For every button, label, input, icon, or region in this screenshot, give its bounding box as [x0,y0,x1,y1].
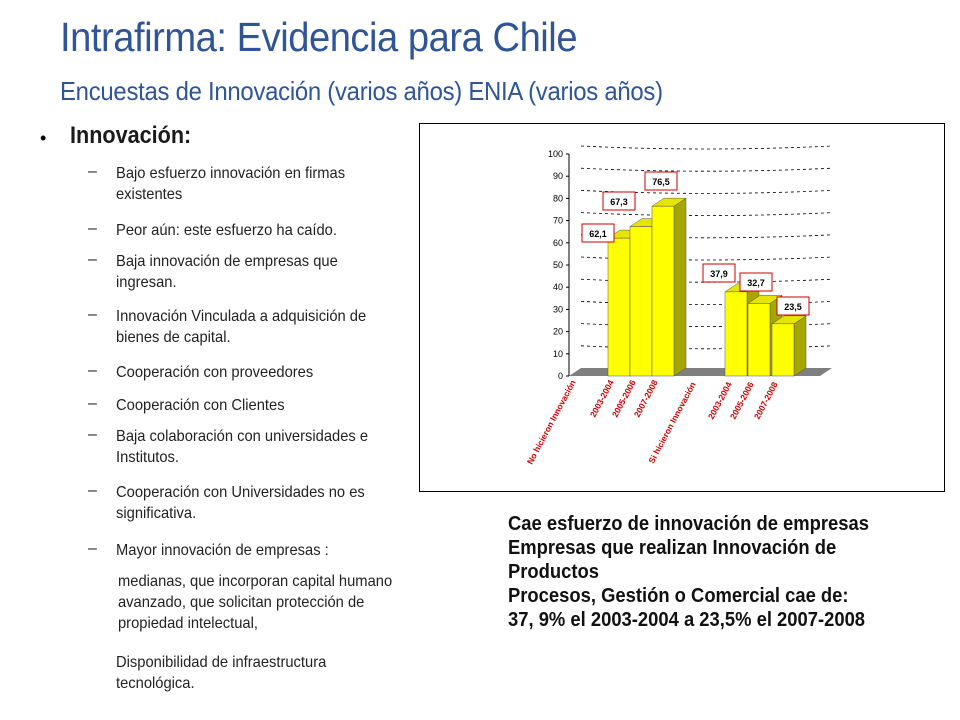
y-tick-label: 0 [558,371,563,381]
list-item: Disponibilidad de infraestructura tecnol… [116,654,327,692]
data-label: 37,9 [710,269,728,279]
list-item: Peor aún: este esfuerzo ha caído. [116,222,337,239]
data-label: 76,5 [652,177,670,187]
list-item: Innovación Vinculada a adquisición de bi… [116,308,367,346]
bar [607,237,631,377]
x-tick-label: No hicieron Innovación [525,378,578,466]
dash-marker: – [88,163,97,180]
y-tick-label: 100 [548,149,563,159]
x-tick-label: 2007-2008 [752,380,780,421]
bullet-heading: Innovación: [70,122,192,149]
bar [651,205,675,377]
data-label: 67,3 [610,197,628,207]
summary-line: 37, 9% el 2003-2004 a 23,5% el 2007-2008 [508,609,866,631]
gridline [580,167,833,172]
list-item: Cooperación con Clientes [116,397,285,414]
y-tick-label: 60 [553,238,563,248]
data-label-box [776,296,810,316]
dash-marker: – [88,220,97,237]
bar [724,291,748,377]
y-tick-label: 30 [553,304,563,314]
summary-line: Procesos, Gestión o Comercial cae de: [508,585,849,607]
bar-side [793,315,807,377]
data-label: 62,1 [589,229,607,239]
list-item: Cooperación con Universidades no es sign… [116,484,365,522]
page-title: Intrafirma: Evidencia para Chile [60,14,578,60]
data-label-box [702,263,736,283]
dash-marker: – [88,540,97,557]
dash-marker: – [88,306,97,323]
list-item: Cooperación con proveedores [116,364,314,381]
list-item: Baja innovación de empresas que ingresan… [116,253,338,291]
dash-marker: – [88,362,97,379]
dash-marker: – [88,482,97,499]
gridline [580,145,833,150]
data-label: 32,7 [747,278,765,288]
y-tick-label: 50 [553,260,563,270]
page-subtitle: Encuestas de Innovación (varios años) EN… [60,76,663,106]
list-item: medianas, que incorporan capital humano … [118,573,393,632]
list-item: Baja colaboración con universidades e In… [116,428,369,466]
dash-marker: – [88,395,97,412]
data-label: 23,5 [784,302,802,312]
data-label-box [581,223,615,243]
bar [747,303,771,377]
bar [771,323,795,377]
data-label-box [739,272,773,292]
bullet-dot: • [40,128,47,148]
dash-marker: – [88,426,97,443]
list-item: Bajo esfuerzo innovación en firmas exist… [116,165,346,203]
summary-line: Productos [508,561,599,583]
y-tick-label: 80 [553,193,563,203]
summary-line: Empresas que realizan Innovación de [508,537,837,559]
y-tick-label: 70 [553,216,563,226]
y-tick-label: 40 [553,282,563,292]
summary-line: Cae esfuerzo de innovación de empresas [508,513,869,535]
y-tick-label: 10 [553,349,563,359]
y-tick-label: 20 [553,327,563,337]
list-item: Mayor innovación de empresas : [116,542,329,559]
chart-frame: 0 10 20 30 40 50 60 70 80 90 100 62,1 67,3 76,5 37,9 32… [419,123,945,492]
gridline [580,212,833,216]
bar [629,226,653,377]
data-label-box [602,191,636,211]
dash-marker: – [88,251,97,268]
summary-block: Cae esfuerzo de innovación de empresas E… [508,512,869,632]
bar-side [673,197,687,377]
y-tick-label: 90 [553,171,563,181]
bar-chart: 0 10 20 30 40 50 60 70 80 90 100 62,1 67,3 76,5 37,9 32… [525,145,833,466]
data-label-box [644,171,678,191]
